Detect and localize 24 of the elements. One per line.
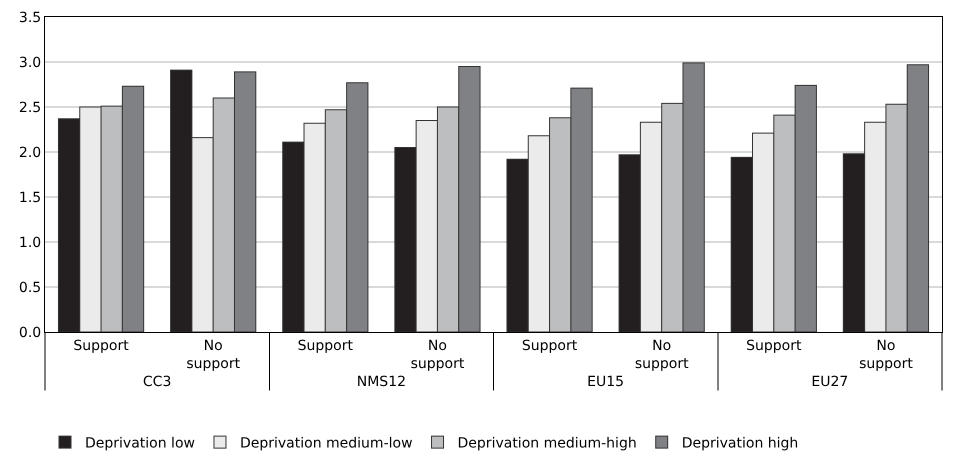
x-tick-label: Support (522, 338, 578, 354)
y-tick-label: 1.5 (18, 190, 42, 206)
legend-label: Deprivation medium-high (458, 436, 637, 452)
legend-label: Deprivation low (85, 436, 195, 452)
text: NMS12 (356, 374, 406, 390)
legend-label: Deprivation high (682, 436, 798, 452)
x-tick-label: Support (73, 338, 130, 354)
legend-label: Deprivation medium-low (240, 436, 413, 452)
x-tick-label: Support (746, 338, 802, 354)
x-tick-label: Support (298, 338, 354, 354)
y-tick-label: 3.0 (18, 54, 42, 71)
y-tick-label: 3.5 (18, 10, 42, 26)
x-tick-label: No support (859, 338, 914, 372)
x-tick-label: No support (410, 338, 465, 372)
text: EU27 (811, 374, 848, 390)
x-tick-label: No support (634, 338, 690, 372)
y-tick-label: 2.0 (18, 144, 42, 161)
y-tick-label: 0.0 (18, 324, 42, 341)
y-tick-label: 1.0 (18, 234, 42, 251)
text: CC3 (142, 374, 172, 390)
y-tick-label: 2.5 (18, 100, 42, 116)
x-tick-label: No support (186, 338, 241, 372)
y-tick-label: 0.5 (18, 280, 42, 296)
text: EU15 (587, 374, 624, 390)
